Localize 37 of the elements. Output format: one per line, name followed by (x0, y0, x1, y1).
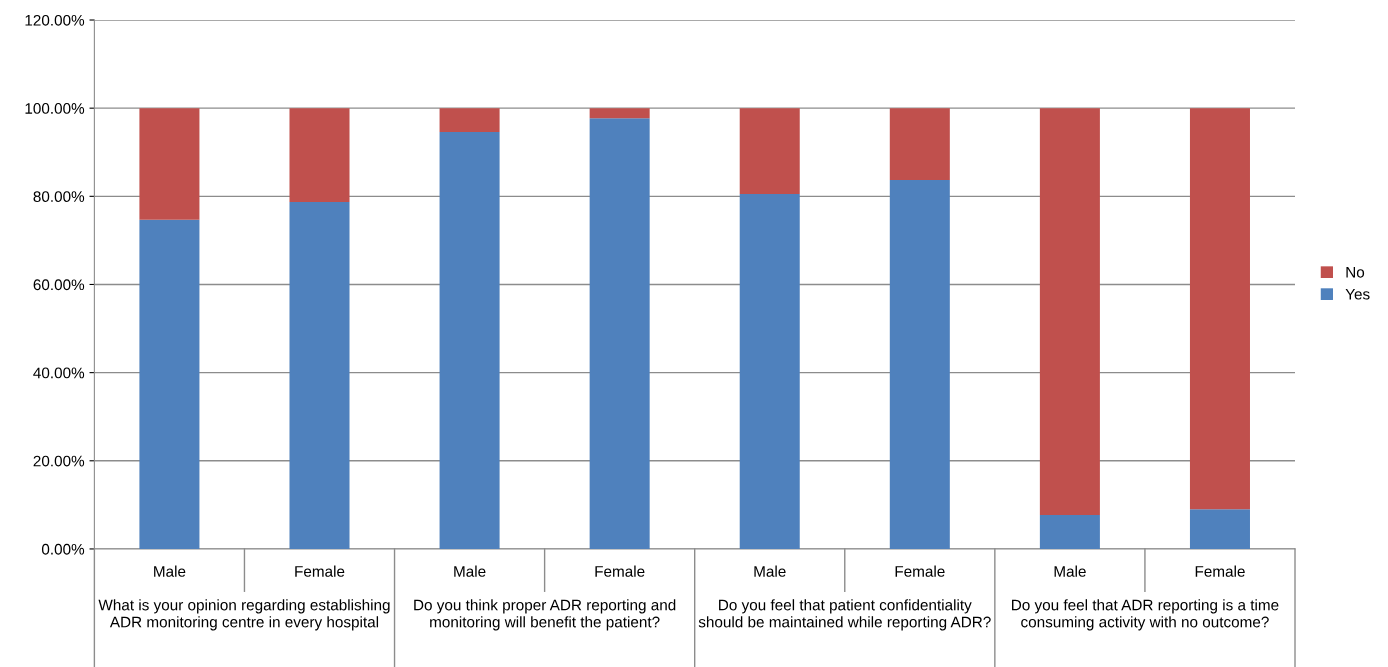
x-tick-label: Female (1195, 565, 1245, 577)
text: Do you feel that ADR reporting is a time consuming activity with no outcome? (1012, 599, 1279, 631)
legend-label: Yes (1345, 288, 1370, 300)
bar (139, 108, 200, 220)
x-tick-label: Female (895, 565, 945, 577)
bar (1039, 108, 1100, 515)
x-tick-label: Female (595, 565, 645, 577)
y-tick-label: 0.00% (41, 543, 85, 555)
y-tick-label: 100.00% (25, 103, 85, 114)
bar (739, 194, 800, 549)
bar (1189, 509, 1250, 549)
bar (1189, 108, 1250, 510)
bar (889, 108, 950, 181)
bar (139, 219, 200, 549)
bar (439, 108, 500, 132)
bar (889, 180, 950, 549)
bar (289, 202, 350, 549)
bar (439, 131, 500, 549)
bar (739, 108, 800, 195)
x-tick-label: Female (295, 565, 345, 577)
y-tick-label: 60.00% (33, 279, 85, 291)
bar (289, 108, 350, 203)
bar (589, 108, 650, 119)
x-tick-label: Male (1054, 565, 1086, 577)
text: Do you think proper ADR reporting and monitoring will benefit the patient? (414, 599, 676, 631)
y-tick-label: 80.00% (33, 191, 85, 203)
bar (589, 118, 650, 549)
y-tick-label: 20.00% (33, 455, 85, 467)
x-tick-label: Male (454, 565, 486, 577)
x-tick-label: Male (754, 565, 786, 577)
x-tick-label: Male (154, 565, 186, 577)
legend-label: No (1346, 266, 1365, 278)
text: What is your opinion regarding establishing ADR monitoring centre in every hospital (98, 599, 390, 631)
text: Do you feel that patient confidentiality should be maintained while reporting ADR? (698, 599, 991, 631)
y-tick-label: 120.00% (25, 14, 85, 26)
bar (1039, 515, 1100, 549)
y-tick-label: 40.00% (33, 367, 85, 379)
